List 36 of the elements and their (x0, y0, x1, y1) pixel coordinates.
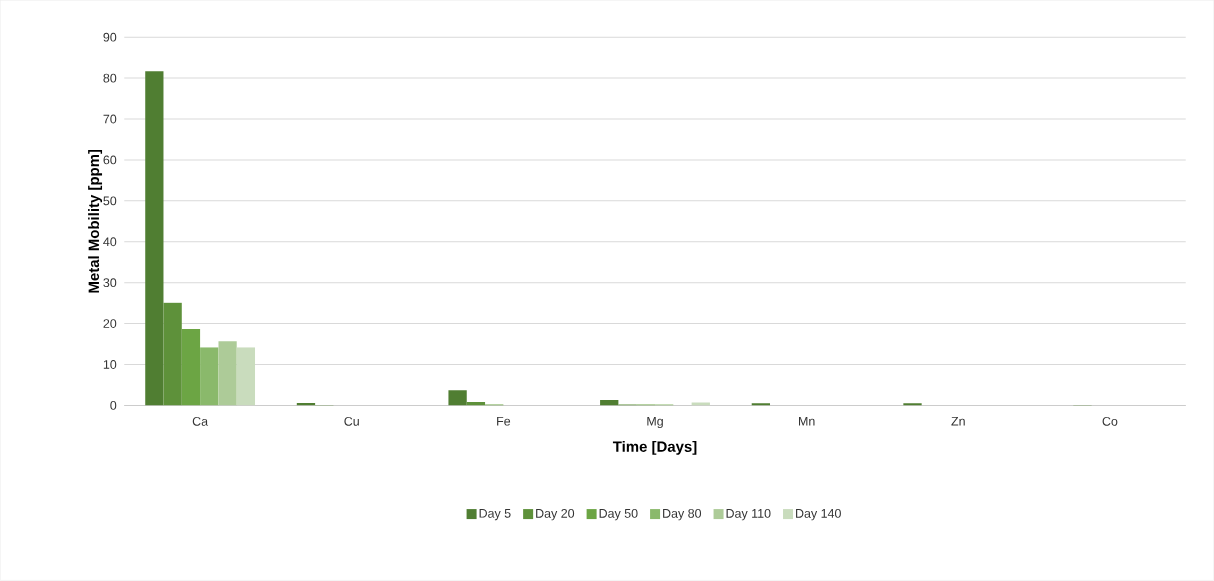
y-tick-label: 90 (103, 32, 117, 42)
bar (181, 329, 201, 406)
bar (145, 71, 164, 406)
legend-label: Day 50 (599, 509, 638, 521)
y-tick-label: 70 (103, 114, 117, 124)
bar (163, 302, 182, 406)
x-tick-label: Mn (799, 417, 815, 426)
x-axis-title: Time [Days] (612, 441, 697, 455)
legend-label: Day 80 (663, 509, 702, 521)
y-axis-title: Metal Mobility [ppm] (88, 150, 103, 293)
legend-label: Day 20 (536, 509, 575, 521)
x-tick-label: Mg (647, 417, 663, 429)
x-tick-label: Cu (344, 417, 359, 426)
y-tick-label: 20 (103, 319, 117, 329)
bar (751, 403, 771, 406)
legend-label: Day 110 (726, 509, 771, 521)
x-tick-label: Ca (192, 417, 209, 426)
y-tick-label: 10 (103, 360, 117, 370)
bar (600, 400, 619, 406)
legend-label: Day 140 (796, 509, 841, 521)
y-tick-label: 30 (103, 278, 117, 288)
bar (903, 403, 922, 406)
bar (200, 347, 219, 406)
bar (236, 347, 256, 406)
y-tick-label: 40 (103, 237, 117, 247)
y-tick-label: 50 (103, 196, 117, 206)
bar (218, 341, 237, 406)
bar (448, 390, 467, 406)
y-tick-label: 80 (103, 73, 117, 83)
x-tick-label: Fe (497, 417, 511, 426)
y-tick-label: 0 (110, 401, 117, 410)
x-tick-label: Zn (951, 417, 965, 426)
bar (466, 402, 486, 406)
y-tick-label: 60 (103, 155, 117, 165)
legend-label: Day 5 (479, 509, 511, 521)
x-tick-label: Co (1102, 417, 1118, 426)
